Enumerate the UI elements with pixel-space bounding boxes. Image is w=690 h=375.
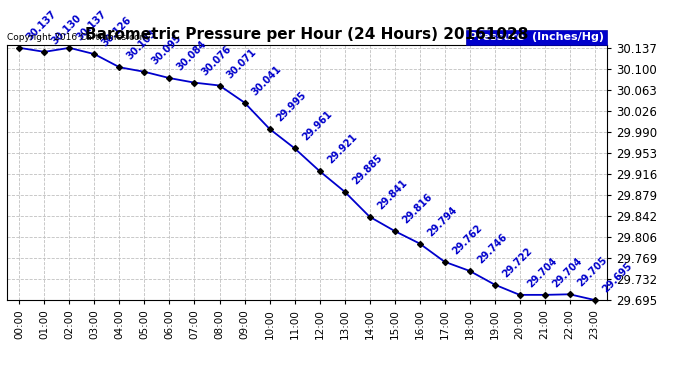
Text: 29.995: 29.995 xyxy=(275,90,308,123)
Text: 29.704: 29.704 xyxy=(550,256,584,289)
Text: 29.794: 29.794 xyxy=(425,204,459,238)
Text: 30.071: 30.071 xyxy=(225,46,259,80)
Text: 30.103: 30.103 xyxy=(125,28,159,62)
Text: 29.705: 29.705 xyxy=(575,255,609,289)
Text: 30.130: 30.130 xyxy=(50,13,83,46)
Text: 29.841: 29.841 xyxy=(375,177,408,211)
Text: 30.137: 30.137 xyxy=(75,9,108,42)
Text: 29.816: 29.816 xyxy=(400,192,434,225)
Text: 29.746: 29.746 xyxy=(475,232,509,266)
Text: 29.695: 29.695 xyxy=(600,261,634,294)
Text: 30.137: 30.137 xyxy=(25,9,59,42)
Text: 29.961: 29.961 xyxy=(300,109,334,143)
Text: 30.076: 30.076 xyxy=(200,44,234,77)
Text: Copyright 2016 Cartronics.com: Copyright 2016 Cartronics.com xyxy=(7,33,148,42)
Text: 29.722: 29.722 xyxy=(500,246,534,279)
Text: 30.084: 30.084 xyxy=(175,39,208,72)
Text: 30.095: 30.095 xyxy=(150,33,184,66)
Text: 29.885: 29.885 xyxy=(350,152,384,186)
Text: 30.041: 30.041 xyxy=(250,63,284,97)
Text: 29.921: 29.921 xyxy=(325,132,359,165)
Text: 30.126: 30.126 xyxy=(100,15,134,49)
Title: Barometric Pressure per Hour (24 Hours) 20161028: Barometric Pressure per Hour (24 Hours) … xyxy=(86,27,529,42)
Text: Pressure  (Inches/Hg): Pressure (Inches/Hg) xyxy=(469,33,604,42)
Text: 29.704: 29.704 xyxy=(525,256,559,289)
Text: 29.762: 29.762 xyxy=(450,223,484,256)
